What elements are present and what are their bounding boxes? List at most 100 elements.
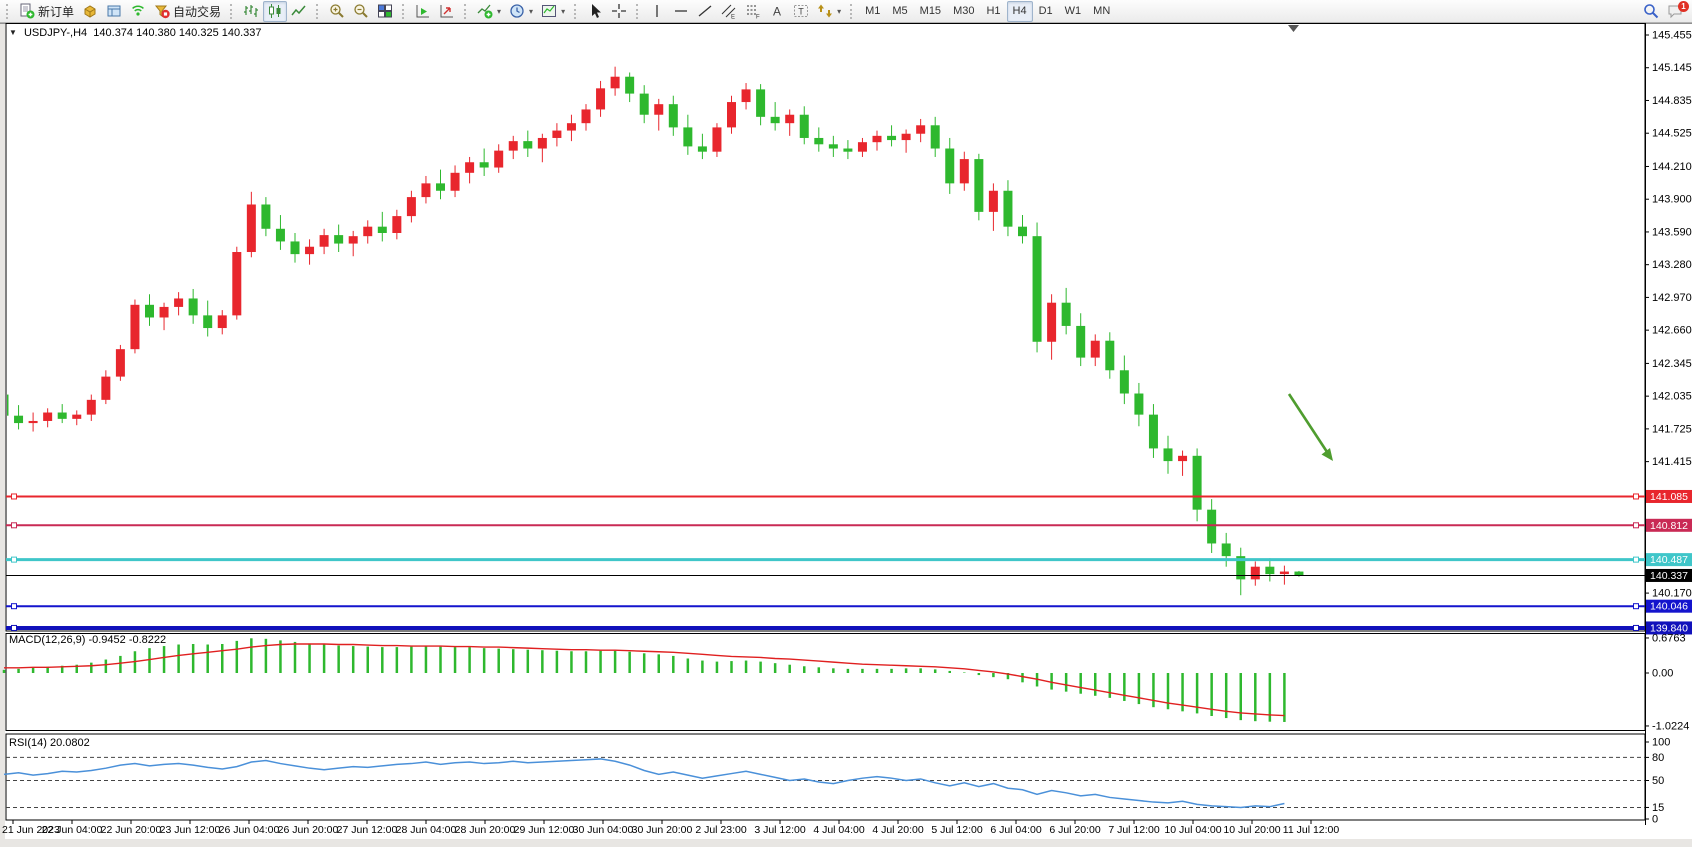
symbol-label: USDJPY-,H4 (23, 27, 88, 39)
svg-text:6 Jul 04:00: 6 Jul 04:00 (990, 824, 1042, 836)
channel-icon: E (721, 3, 737, 21)
auto-trading-button[interactable]: 自动交易 (150, 1, 225, 22)
chart-shift-button[interactable] (435, 1, 459, 22)
price-line-object[interactable]: 140.812 (6, 518, 1692, 532)
indicators-button[interactable]: ▾ (473, 1, 505, 22)
price-tag (1646, 553, 1692, 567)
toolbar-grip[interactable] (6, 3, 11, 19)
toolbar-grip[interactable] (574, 3, 579, 19)
svg-text:141.725: 141.725 (1652, 423, 1692, 435)
periods-button[interactable]: ▾ (505, 1, 537, 22)
auto-scroll-button[interactable] (411, 1, 435, 22)
svg-text:142.970: 142.970 (1652, 292, 1692, 304)
tf-m15-button[interactable]: M15 (914, 1, 947, 22)
tf-mn-button[interactable]: MN (1087, 1, 1116, 22)
crosshair-button[interactable] (607, 1, 631, 22)
chart-shift-marker-icon[interactable] (1288, 25, 1299, 32)
line-handle[interactable] (11, 522, 17, 529)
label-button[interactable]: T (789, 1, 813, 22)
svg-text:141.085: 141.085 (1650, 491, 1688, 503)
svg-text:143.590: 143.590 (1652, 226, 1692, 238)
bar-chart-button[interactable] (239, 1, 263, 22)
notification-badge: 1 (1678, 0, 1689, 12)
price-line-object[interactable]: 140.487 (6, 553, 1692, 567)
price-line-object[interactable]: 139.840 (6, 621, 1692, 635)
dropdown-arrow-icon[interactable]: ▾ (529, 6, 534, 16)
toolbar-grip[interactable] (850, 3, 855, 19)
svg-text:10 Jul 20:00: 10 Jul 20:00 (1223, 824, 1280, 836)
tf-w1-button[interactable]: W1 (1059, 1, 1088, 22)
collapse-arrow-icon[interactable]: ▼ (9, 28, 17, 37)
arrow-annotation[interactable] (1287, 393, 1333, 461)
svg-text:50: 50 (1652, 775, 1664, 787)
trendline-button[interactable] (693, 1, 717, 22)
line-handle[interactable] (1633, 624, 1639, 631)
price-tag (1646, 518, 1692, 532)
signals-button[interactable] (126, 1, 150, 22)
toolbar-group-pointer (571, 0, 633, 22)
tf-h4-button[interactable]: H4 (1006, 0, 1033, 22)
tf-h1-button[interactable]: H1 (980, 1, 1006, 22)
dropdown-arrow-icon[interactable]: ▾ (561, 6, 566, 16)
new-order-button[interactable]: 新订单 (15, 1, 78, 22)
tf-m5-button[interactable]: M5 (886, 1, 913, 22)
dropdown-arrow-icon[interactable]: ▾ (497, 6, 502, 16)
line-handle[interactable] (11, 493, 17, 500)
candlestick-button[interactable] (263, 0, 288, 22)
toolbar-group-insert: ▾ ▾ ▾ (461, 0, 571, 22)
svg-text:29 Jun 12:00: 29 Jun 12:00 (514, 824, 575, 836)
line-handle[interactable] (1633, 556, 1639, 563)
zoom-out-button[interactable] (349, 1, 373, 22)
svg-text:26 Jun 04:00: 26 Jun 04:00 (219, 824, 280, 836)
svg-text:142.345: 142.345 (1652, 358, 1692, 370)
line-handle[interactable] (1633, 493, 1639, 500)
tf-m30-button[interactable]: M30 (947, 1, 980, 22)
data-window-button[interactable] (102, 1, 126, 22)
toolbar-grip[interactable] (402, 3, 407, 19)
market-watch-button[interactable] (78, 1, 102, 22)
line-handle[interactable] (1633, 522, 1639, 529)
price-line-object[interactable]: 141.085 (6, 489, 1692, 503)
price-axis[interactable]: 145.455 145.145 144.835 144.525 144.210 143.9… (1645, 30, 1692, 600)
zoom-in-button[interactable] (325, 1, 349, 22)
search-icon (1643, 3, 1659, 19)
horizontal-line-button[interactable] (669, 1, 693, 22)
arrows-button[interactable]: ▾ (813, 1, 845, 22)
tf-d1-button[interactable]: D1 (1033, 1, 1059, 22)
svg-text:140.170: 140.170 (1652, 588, 1692, 600)
dropdown-arrow-icon[interactable]: ▾ (837, 6, 842, 16)
equidistant-channel-button[interactable]: E (717, 1, 741, 22)
tile-windows-button[interactable] (373, 1, 397, 22)
line-handle[interactable] (1633, 603, 1639, 610)
line-handle[interactable] (11, 556, 17, 563)
toolbar-grip[interactable] (636, 3, 641, 19)
toolbar-grip[interactable] (464, 3, 469, 19)
rsi-line (3, 758, 1285, 809)
toolbar-group-scroll (399, 0, 461, 22)
chat-button[interactable]: 1 (1663, 0, 1689, 22)
toolbar-grip[interactable] (316, 3, 321, 19)
cursor-button[interactable] (583, 1, 607, 22)
vertical-line-button[interactable] (645, 1, 669, 22)
templates-button[interactable]: ▾ (537, 1, 569, 22)
line-handle[interactable] (11, 624, 17, 631)
tf-m1-button[interactable]: M1 (859, 1, 886, 22)
svg-text:E: E (731, 15, 735, 20)
price-line-object[interactable]: 140.046 (6, 599, 1692, 613)
line-chart-button[interactable] (287, 1, 311, 22)
candlestick-icon (267, 3, 283, 19)
text-button[interactable]: A (765, 1, 789, 22)
toolbar-group-zoom (313, 0, 399, 22)
text-icon: A (769, 3, 785, 19)
svg-text:100: 100 (1652, 737, 1670, 749)
toolbar-grip[interactable] (230, 3, 235, 19)
fibonacci-button[interactable]: F (741, 1, 765, 22)
svg-text:A: A (773, 5, 781, 19)
zoom-in-icon (329, 3, 345, 19)
search-button[interactable] (1639, 1, 1663, 22)
line-handle[interactable] (11, 603, 17, 610)
svg-text:140.046: 140.046 (1650, 601, 1688, 613)
